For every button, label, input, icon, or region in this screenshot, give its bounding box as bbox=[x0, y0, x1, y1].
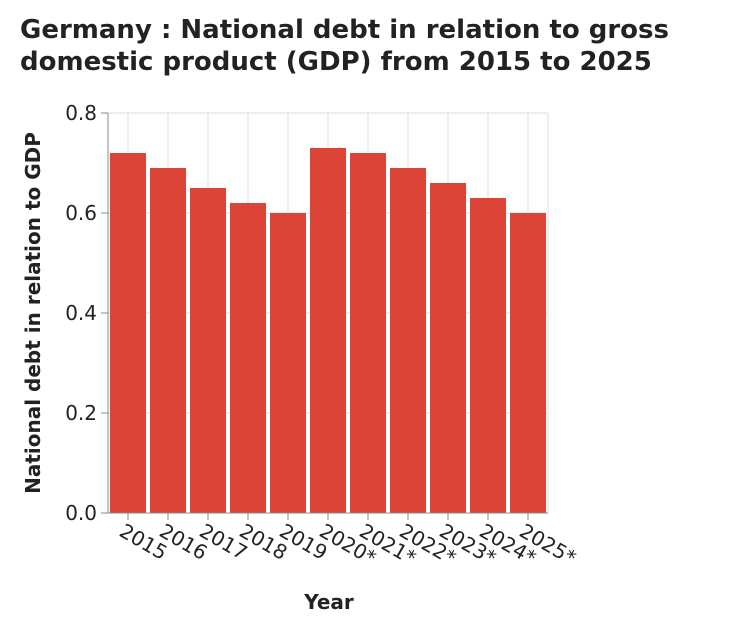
y-tick-label: 0.4 bbox=[65, 301, 97, 325]
chart-title: Germany : National debt in relation to g… bbox=[20, 15, 669, 77]
bar bbox=[430, 183, 466, 513]
bar bbox=[270, 213, 306, 513]
y-tick-label: 0.2 bbox=[65, 401, 97, 425]
bar bbox=[470, 198, 506, 513]
bar bbox=[230, 203, 266, 513]
y-axis-title: National debt in relation to GDP bbox=[21, 132, 45, 494]
x-axis-title: Year bbox=[303, 590, 354, 614]
bar bbox=[390, 168, 426, 513]
bar bbox=[310, 148, 346, 513]
bar bbox=[510, 213, 546, 513]
y-tick-label: 0.6 bbox=[65, 201, 97, 225]
bars bbox=[110, 148, 546, 513]
y-tick-label: 0.8 bbox=[65, 101, 97, 125]
bar bbox=[350, 153, 386, 513]
y-tick-label: 0.0 bbox=[65, 501, 97, 525]
bar bbox=[110, 153, 146, 513]
bar bbox=[150, 168, 186, 513]
bar bbox=[190, 188, 226, 513]
